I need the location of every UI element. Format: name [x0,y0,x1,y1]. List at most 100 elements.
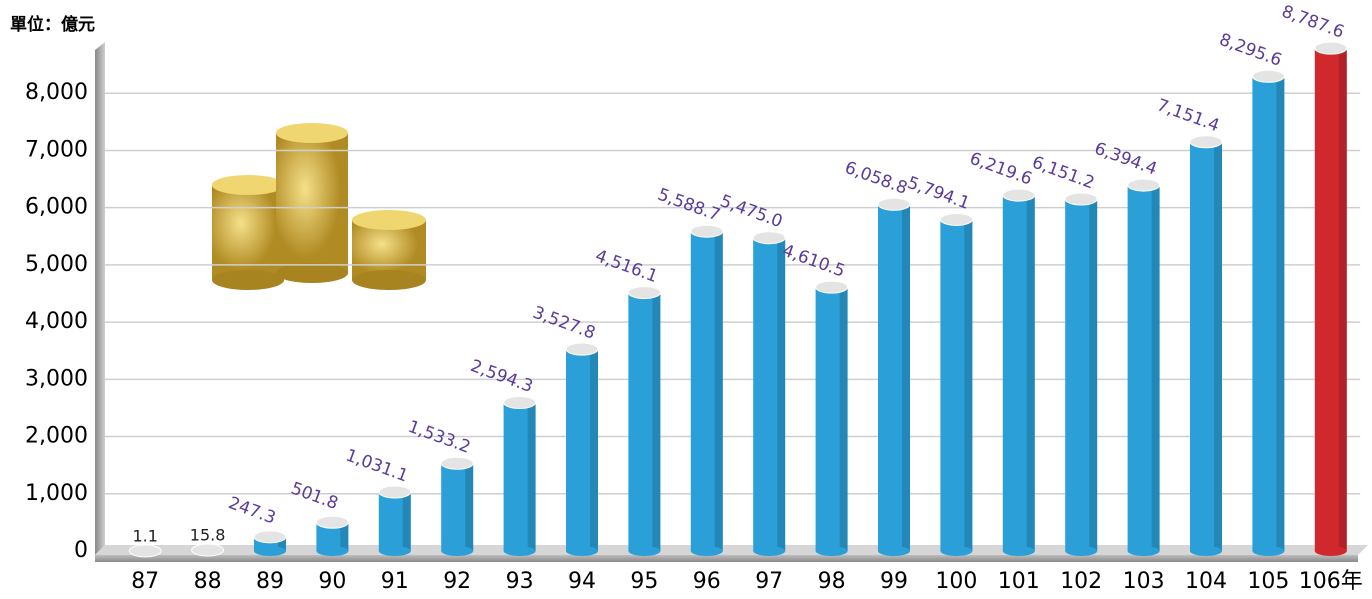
x-tick-label: 95 [630,569,658,594]
bar-top [315,515,349,529]
x-tick-label: 87 [131,569,159,594]
bar-shade [964,219,973,551]
bar [1065,199,1098,552]
value-label: 1.1 [132,526,157,545]
y-tick-label: 6,000 [25,195,88,220]
bar [1127,185,1160,552]
bar [1002,195,1035,552]
bar-shade [590,349,598,551]
value-label: 6,151.2 [1029,153,1097,194]
bar-top [128,544,162,558]
bar [690,231,723,552]
y-tick-label: 0 [74,538,88,563]
bar-top [627,286,661,300]
bar-top [1127,178,1161,192]
floor-front [95,555,1358,562]
bar-top [690,224,724,238]
bar-shade [902,204,910,551]
bar [1252,76,1285,551]
x-tick-label: 96 [693,569,721,594]
x-tick-label: 98 [818,569,846,594]
bar-shade [402,491,411,551]
bar-bottom [753,546,786,556]
bar-shade [1276,76,1285,551]
x-tick-label: 100 [935,569,977,594]
bar-bottom [690,546,723,556]
x-tick-label: 102 [1060,569,1102,594]
value-label: 4,610.5 [780,241,848,282]
y-tick-label: 8,000 [25,80,88,105]
x-tick-label: 97 [755,569,783,594]
bar-bottom [316,546,349,556]
y-tick-label: 4,000 [25,309,88,334]
bar-shade [340,522,349,551]
value-label: 6,394.4 [1092,139,1160,180]
bar-bottom [441,546,474,556]
y-tick-label: 3,000 [25,366,88,391]
bar-top [1189,135,1223,149]
bar-shade [777,237,786,552]
bar-top [253,530,287,544]
bar-top [877,197,911,211]
bar-shade [1089,199,1098,552]
bar-bottom [503,546,536,556]
x-tick-label: 88 [194,569,222,594]
bar-top [939,212,973,226]
bar [628,292,661,551]
value-label: 3,527.8 [530,303,598,344]
y-tick-label: 7,000 [25,137,88,162]
bar [1314,48,1347,552]
bar-top [1002,188,1036,202]
bar [878,204,910,551]
y-tick-label: 1,000 [25,481,88,506]
value-label: 501.8 [288,479,341,514]
x-tick-label: 103 [1123,569,1165,594]
x-tick-label: 99 [880,569,908,594]
floor-top [95,545,1368,555]
bar-bottom [1252,546,1285,556]
bar [940,219,973,551]
x-tick-label: 91 [381,569,409,594]
bar-shade [465,463,474,551]
bar-shade [1338,48,1347,552]
bar-bottom [1002,546,1035,556]
value-label: 6,219.6 [967,149,1035,190]
x-tick-label: 101 [998,569,1040,594]
bar-shade [652,292,661,551]
x-tick-label: 90 [318,569,346,594]
axis-unit: 單位：億元 [10,14,95,35]
y-tick-label: 5,000 [25,252,88,277]
bar-shade [839,287,848,551]
value-label: 1,031.1 [343,446,411,487]
bar [753,237,786,552]
y-tick-label: 2,000 [25,424,88,449]
bar-bottom [1065,546,1098,556]
bar-top [1064,192,1098,206]
x-tick-label: 93 [506,569,534,594]
bar-top [1314,41,1348,55]
value-label: 1,533.2 [405,417,473,458]
bar-bottom [254,546,286,556]
bar-top [503,396,537,410]
x-tick-label: 92 [443,569,471,594]
left-wall [95,42,105,555]
bar-top [440,456,474,470]
value-label: 5,475.0 [717,191,785,232]
bar-bottom [566,546,598,556]
bar-top [565,342,599,356]
bar-bottom [940,546,973,556]
bar [503,402,536,551]
x-tick-label: 89 [256,569,284,594]
value-label: 247.3 [226,493,279,528]
bar-bottom [1127,546,1160,556]
bar-top [752,231,786,245]
bar-bottom [1314,546,1347,556]
value-label: 7,151.4 [1154,95,1222,136]
bar-shade [278,536,286,551]
x-tick-label: 104 [1185,569,1227,594]
value-label: 6,058.8 [842,158,910,199]
x-tick-label: 105 [1247,569,1289,594]
bar-top [191,543,225,557]
bar [441,463,474,551]
bar [1190,141,1222,551]
